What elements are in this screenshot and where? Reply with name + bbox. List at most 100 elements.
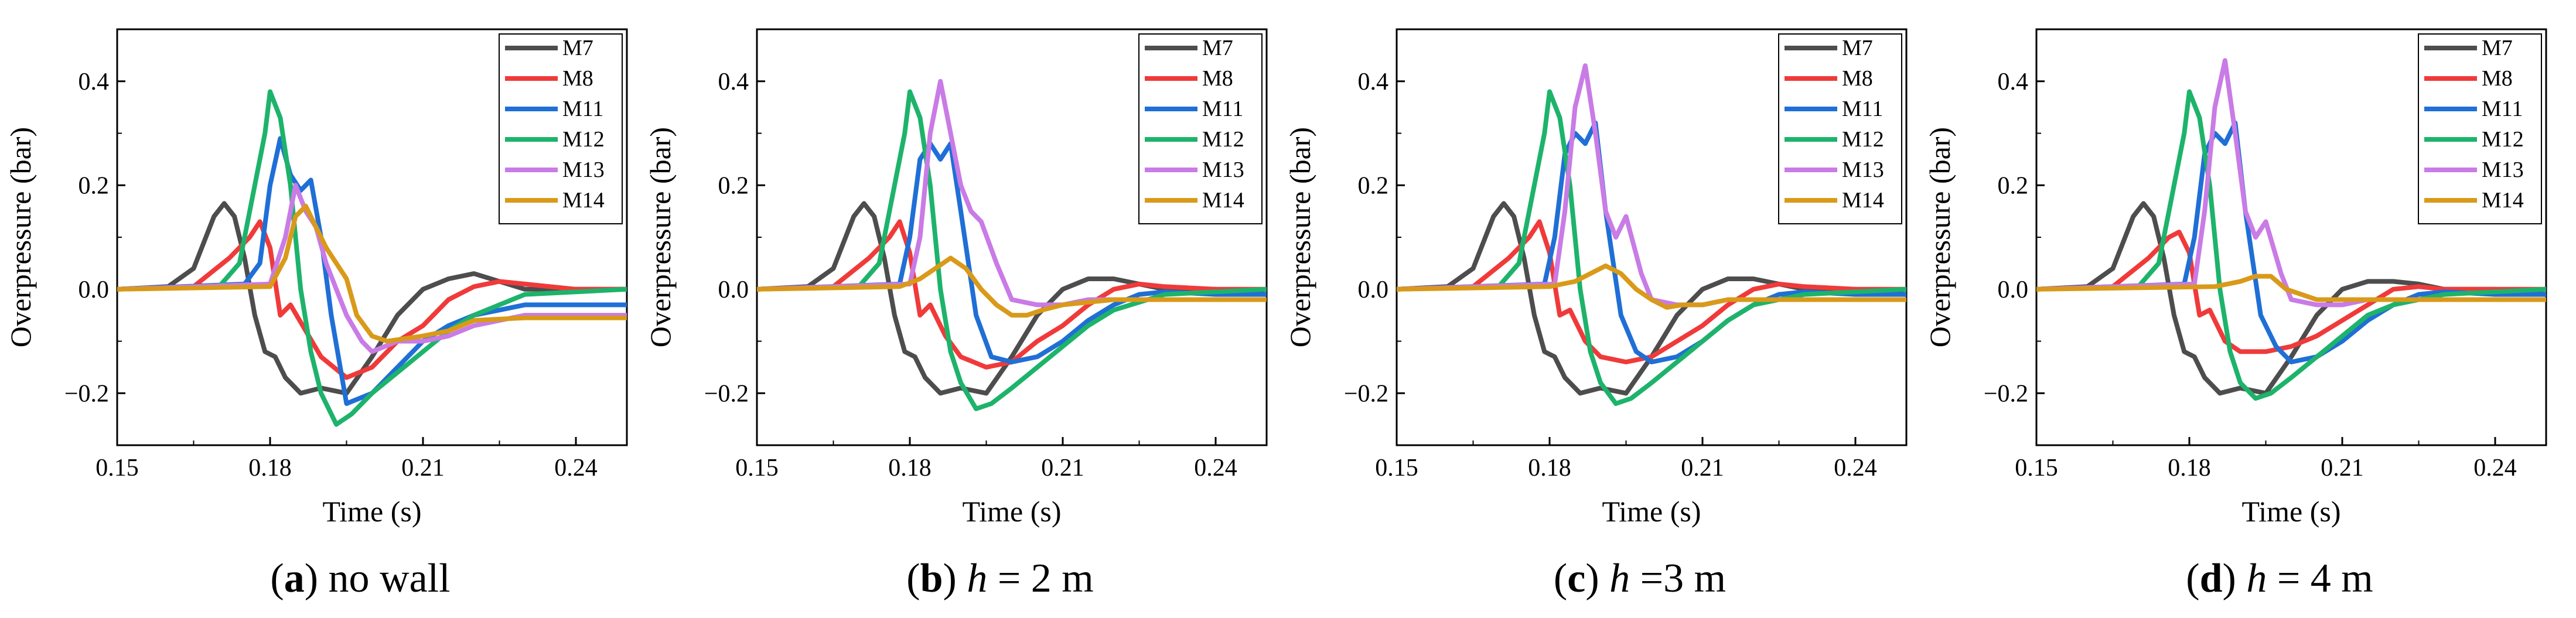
panel-a-y-tick-label: 0.2: [79, 172, 110, 199]
panel-c-caption-close: ): [1585, 556, 1609, 601]
panel-c: 0.15 0.18 0.21 0.24 0.4 0.2 0.0 −0.2 Time (s) Ove…: [1284, 28, 1908, 601]
panel-b-caption-letter: b: [920, 556, 943, 601]
panel-a-line-m11: [117, 136, 627, 406]
panel-d-y-tick-label: 0.4: [1998, 69, 2029, 95]
panel-a-line-m14: [117, 203, 627, 344]
panel-c-y-tick-label: 0.4: [1358, 69, 1389, 95]
panel-b-line-m11: [757, 141, 1267, 364]
panel-b-caption-var: h: [967, 556, 987, 601]
panel-b-legend-label-m12: M12: [1202, 127, 1244, 152]
panel-a-caption-close: ): [305, 556, 318, 601]
panel-a-line-m13: [117, 183, 627, 354]
panel-a-x-tick-label: 0.21: [401, 455, 445, 482]
panel-d-series-group: [2036, 58, 2546, 401]
panel-d-y-tick-label: 0.0: [1998, 276, 2029, 303]
panel-d-x-tick-label: 0.18: [2168, 455, 2211, 482]
panel-c-legend-label-m13: M13: [1842, 158, 1884, 182]
panel-c-legend-box: [1778, 33, 1902, 224]
panel-c-caption-text: =3 m: [1630, 556, 1726, 601]
panel-d-line-m12: [2036, 89, 2546, 401]
panel-a-legend-label-m14: M14: [562, 188, 605, 213]
panel-a-legend-box: [499, 33, 623, 224]
panel-d-legend-label-m13: M13: [2482, 158, 2524, 182]
panel-b-caption-open: (: [906, 556, 920, 601]
panel-b-line-m7: [757, 201, 1267, 396]
panel-b-line-m12: [757, 89, 1267, 411]
panel-d-line-m8: [2036, 230, 2546, 354]
panel-c-legend: M7 M8 M11 M12 M13 M14: [1778, 33, 1902, 224]
panel-c-y-axis-title: Overpressure (bar): [1284, 127, 1316, 347]
panel-b-legend-label-m13: M13: [1202, 158, 1244, 182]
panel-a-legend-label-m12: M12: [562, 127, 605, 152]
panel-a-y-tick-label: 0.4: [79, 69, 110, 95]
panel-a-y-tick-label: 0.0: [79, 276, 110, 303]
panel-a: 0.15 0.18 0.21 0.24 0.4 0.2 0.0 −0.2 Time (s) Ove…: [4, 28, 628, 601]
panel-c-caption-var: h: [1609, 556, 1630, 601]
panel-b-caption-close: ): [943, 556, 967, 601]
panel-d-caption-var: h: [2246, 556, 2267, 601]
panel-d-y-tick-label: 0.2: [1998, 172, 2029, 199]
panel-b: 0.15 0.18 0.21 0.24 0.4 0.2 0.0 −0.2 Time (s) Ove…: [644, 28, 1268, 601]
panel-d-caption: (d) h = 4 m: [2186, 556, 2373, 601]
panel-a-legend-label-m11: M11: [562, 97, 603, 121]
panel-c-legend-label-m11: M11: [1842, 97, 1883, 121]
panel-b-caption-text: = 2 m: [987, 556, 1093, 601]
panel-a-x-tick-label: 0.18: [248, 455, 292, 482]
panel-c-x-tick-label: 0.21: [1681, 455, 1724, 482]
panel-c-caption-letter: c: [1567, 556, 1585, 601]
panel-c-line-m14: [1397, 263, 1906, 310]
panel-c-caption: (c) h =3 m: [1554, 556, 1726, 601]
panel-c-caption-open: (: [1554, 556, 1567, 601]
panel-c-y-tick-label: −0.2: [1344, 380, 1388, 407]
panel-a-line-m8: [117, 219, 627, 380]
panel-b-line-m8: [757, 219, 1267, 370]
panel-d-caption-text: = 4 m: [2267, 556, 2373, 601]
panel-a-x-axis-title: Time (s): [322, 495, 421, 528]
panel-b-y-tick-label: 0.2: [718, 172, 749, 199]
panel-d-caption-letter: d: [2200, 556, 2223, 601]
panel-b-x-tick-label: 0.18: [888, 455, 932, 482]
panel-c-line-m12: [1397, 89, 1906, 406]
panel-d-legend: M7 M8 M11 M12 M13 M14: [2418, 33, 2542, 224]
panel-b-legend-box: [1138, 33, 1263, 224]
panel-d-legend-label-m7: M7: [2482, 36, 2513, 60]
panel-d-line-m7: [2036, 201, 2546, 396]
panel-a-y-tick-label: −0.2: [64, 380, 109, 407]
panel-d-y-tick-label: −0.2: [1984, 380, 2028, 407]
panel-c-x-tick-label: 0.15: [1375, 455, 1418, 482]
panel-d-legend-box: [2418, 33, 2542, 224]
panel-a-caption-open: (: [270, 556, 284, 601]
panel-b-x-tick-label: 0.15: [735, 455, 779, 482]
panel-a-legend-label-m13: M13: [562, 158, 605, 182]
panel-a-legend-label-m8: M8: [562, 66, 593, 91]
panel-b-x-tick-label: 0.24: [1194, 455, 1237, 482]
panel-a-x-tick-label: 0.24: [554, 455, 598, 482]
panel-d-line-m14: [2036, 274, 2546, 302]
panel-c-legend-label-m7: M7: [1842, 36, 1873, 60]
panel-b-y-axis-title: Overpressure (bar): [644, 127, 677, 347]
panel-d-legend-label-m12: M12: [2482, 127, 2524, 152]
panel-c-line-m8: [1397, 219, 1906, 364]
panel-d: 0.15 0.18 0.21 0.24 0.4 0.2 0.0 −0.2 Time (s) Ove…: [1923, 28, 2547, 601]
panel-a-y-axis-title: Overpressure (bar): [4, 127, 37, 347]
panel-a-legend-label-m7: M7: [562, 36, 593, 60]
panel-a-x-tick-label: 0.15: [95, 455, 139, 482]
panel-b-y-tick-label: 0.4: [718, 69, 749, 95]
panel-d-y-axis-title: Overpressure (bar): [1923, 127, 1956, 347]
panel-c-y-tick-label: 0.2: [1358, 172, 1389, 199]
panel-b-x-tick-label: 0.21: [1041, 455, 1084, 482]
panel-d-x-axis-title: Time (s): [2241, 495, 2340, 528]
panel-c-x-tick-label: 0.24: [1834, 455, 1877, 482]
panel-c-x-axis-title: Time (s): [1602, 495, 1701, 528]
panel-b-series-group: [757, 78, 1267, 411]
panel-b-y-tick-label: −0.2: [704, 380, 749, 407]
panel-b-legend-label-m14: M14: [1202, 188, 1244, 213]
panel-a-legend: M7 M8 M11 M12 M13 M14: [499, 33, 623, 224]
panel-c-legend-label-m14: M14: [1842, 188, 1884, 213]
panel-d-caption-close: ): [2223, 556, 2247, 601]
panel-a-caption: (a) no wall: [270, 556, 450, 601]
panel-c-x-tick-label: 0.18: [1528, 455, 1571, 482]
panel-c-legend-label-m8: M8: [1842, 66, 1873, 91]
panel-c-series-group: [1397, 63, 1906, 406]
panel-a-line-m12: [117, 89, 627, 427]
